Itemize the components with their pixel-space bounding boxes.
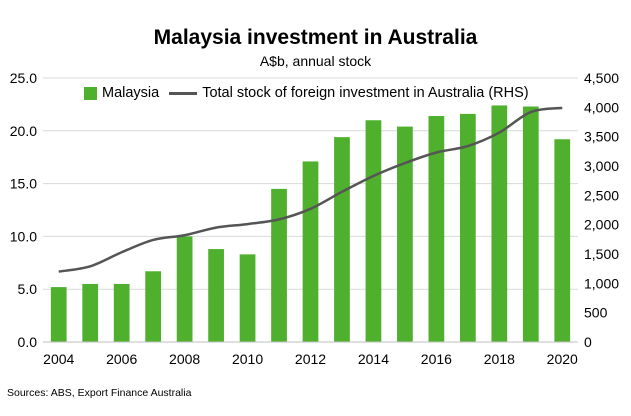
y-right-tick-label: 2,000 (584, 217, 619, 233)
y-left-tick-label: 5.0 (18, 281, 38, 297)
bar-malaysia (334, 137, 350, 342)
bar-malaysia (82, 283, 99, 342)
y-right-tick-label: 3,500 (584, 129, 619, 145)
x-tick-label: 2016 (421, 351, 452, 367)
y-right-tick-label: 4,500 (584, 70, 619, 86)
y-left-tick-label: 20.0 (10, 123, 37, 139)
y-right-tick-label: 500 (584, 305, 608, 321)
x-tick-label: 2006 (106, 351, 137, 367)
chart-title: Malaysia investment in Australia (153, 26, 478, 49)
y-right-tick-label: 1,500 (584, 246, 619, 262)
x-tick-label: 2020 (547, 351, 578, 367)
bar-malaysia (397, 126, 413, 343)
bar-malaysia (522, 106, 539, 343)
bar-malaysia (302, 161, 319, 342)
y-left-tick-label: 25.0 (10, 70, 37, 86)
y-left-tick-label: 15.0 (10, 176, 37, 192)
bar-malaysia (271, 188, 287, 342)
bar-malaysia (113, 283, 130, 342)
x-tick-label: 2004 (43, 351, 74, 367)
bar-malaysia (50, 287, 67, 342)
x-tick-label: 2012 (295, 351, 326, 367)
legend-line-swatch (169, 91, 198, 95)
bar-malaysia (554, 139, 571, 342)
x-tick-label: 2010 (232, 351, 263, 367)
chart-legend: Malaysia Total stock of foreign investme… (80, 82, 533, 104)
bar-malaysia (176, 236, 193, 342)
line-total-foreign-investment (58, 106, 563, 273)
x-tick-label: 2014 (358, 351, 389, 367)
x-tick-label: 2018 (484, 351, 515, 367)
chart-subtitle: A$b, annual stock (259, 53, 372, 69)
y-right-tick-label: 3,000 (584, 158, 619, 174)
bar-malaysia (459, 113, 476, 343)
bar-malaysia (365, 120, 382, 343)
legend-bar-swatch (84, 86, 97, 100)
bar-malaysia (239, 254, 256, 342)
y-right-tick-label: 2,500 (584, 187, 619, 203)
y-left-tick-label: 0.0 (18, 334, 38, 350)
bar-malaysia (145, 271, 162, 342)
bar-malaysia (208, 249, 224, 342)
bar-malaysia (491, 105, 508, 343)
source-note: Sources: ABS, Export Finance Australia (7, 387, 192, 399)
legend-item-line: Total stock of foreign investment in Aus… (169, 85, 529, 101)
legend-item-bar: Malaysia (84, 85, 159, 101)
y-right-tick-label: 0 (584, 334, 592, 350)
y-left-tick-label: 10.0 (10, 228, 37, 244)
legend-line-label: Total stock of foreign investment in Aus… (202, 85, 529, 101)
bar-malaysia (428, 116, 445, 343)
x-tick-label: 2008 (169, 351, 200, 367)
y-right-tick-label: 1,000 (584, 275, 619, 291)
y-right-tick-label: 4,000 (584, 99, 619, 115)
legend-bar-label: Malaysia (102, 85, 160, 101)
